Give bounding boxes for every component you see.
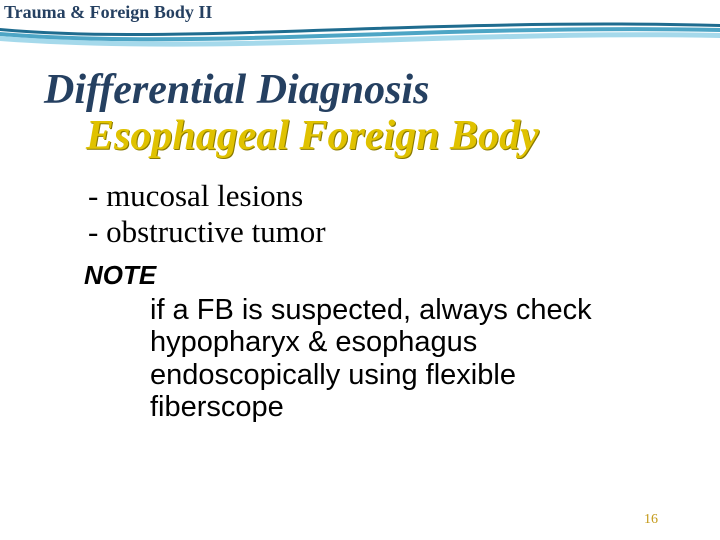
slide: Trauma & Foreign Body II Differential Di… [0, 0, 720, 540]
note-body: if a FB is suspected, always check hypop… [150, 294, 630, 424]
title-line-1: Differential Diagnosis [44, 68, 690, 112]
title-line-2: Esophageal Foreign Body [86, 114, 690, 158]
note-label: NOTE [84, 260, 156, 291]
page-number: 16 [644, 512, 658, 528]
bullet-list: - mucosal lesions - obstructive tumor [88, 178, 680, 249]
slide-header: Trauma & Foreign Body II [0, 0, 720, 34]
bullet-item: - mucosal lesions [88, 178, 680, 214]
bullet-item: - obstructive tumor [88, 214, 680, 250]
header-title: Trauma & Foreign Body II [4, 2, 212, 23]
title-block: Differential Diagnosis Esophageal Foreig… [44, 68, 690, 158]
